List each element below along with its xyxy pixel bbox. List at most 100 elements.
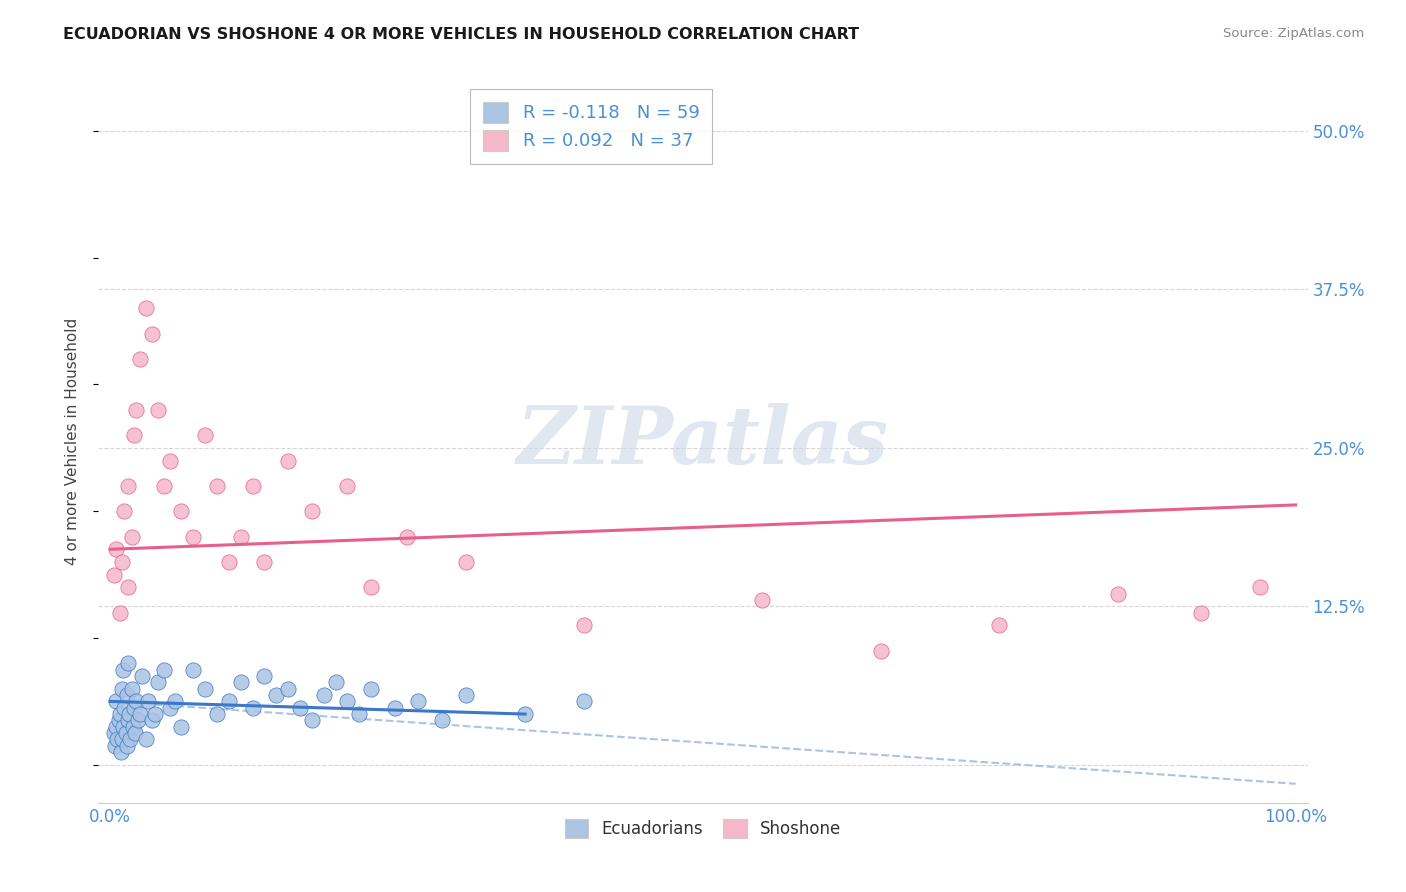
- Point: [205, 707, 228, 722]
- Point: [384, 700, 406, 714]
- Text: ZIPatlas: ZIPatlas: [517, 403, 889, 480]
- Point: [336, 694, 359, 708]
- Point: [105, 732, 128, 747]
- Point: [111, 732, 134, 747]
- Point: [112, 720, 135, 734]
- Point: [135, 301, 157, 316]
- Point: [253, 669, 276, 683]
- Point: [170, 504, 193, 518]
- Point: [751, 593, 773, 607]
- Point: [229, 530, 252, 544]
- Point: [125, 694, 148, 708]
- Point: [312, 688, 335, 702]
- Point: [242, 700, 264, 714]
- Point: [336, 479, 359, 493]
- Point: [129, 352, 152, 367]
- Point: [117, 580, 139, 594]
- Point: [395, 530, 418, 544]
- Point: [121, 681, 143, 696]
- Point: [146, 402, 169, 417]
- Point: [103, 726, 125, 740]
- Point: [108, 606, 131, 620]
- Point: [515, 707, 537, 722]
- Point: [110, 745, 132, 759]
- Point: [218, 694, 240, 708]
- Point: [136, 694, 159, 708]
- Point: [277, 453, 299, 467]
- Point: [114, 726, 136, 740]
- Point: [574, 694, 596, 708]
- Point: [135, 732, 157, 747]
- Point: [108, 707, 131, 722]
- Point: [194, 681, 217, 696]
- Point: [194, 428, 217, 442]
- Point: [111, 681, 134, 696]
- Point: [105, 720, 128, 734]
- Point: [125, 402, 148, 417]
- Point: [129, 707, 152, 722]
- Point: [869, 643, 891, 657]
- Point: [122, 428, 145, 442]
- Point: [347, 707, 370, 722]
- Y-axis label: 4 or more Vehicles in Household: 4 or more Vehicles in Household: [65, 318, 80, 566]
- Point: [277, 681, 299, 696]
- Point: [218, 555, 240, 569]
- Point: [1189, 606, 1212, 620]
- Point: [141, 714, 163, 728]
- Point: [105, 694, 128, 708]
- Point: [574, 618, 596, 632]
- Point: [111, 555, 134, 569]
- Point: [115, 688, 138, 702]
- Point: [432, 714, 454, 728]
- Point: [360, 580, 382, 594]
- Point: [143, 707, 166, 722]
- Point: [115, 739, 138, 753]
- Point: [117, 714, 139, 728]
- Point: [264, 688, 287, 702]
- Point: [117, 479, 139, 493]
- Point: [152, 663, 174, 677]
- Point: [117, 657, 139, 671]
- Point: [1249, 580, 1271, 594]
- Point: [107, 714, 129, 728]
- Point: [301, 714, 323, 728]
- Point: [121, 720, 143, 734]
- Point: [229, 675, 252, 690]
- Point: [141, 326, 163, 341]
- Point: [408, 694, 430, 708]
- Point: [170, 720, 193, 734]
- Point: [181, 663, 204, 677]
- Point: [120, 732, 142, 747]
- Point: [124, 726, 146, 740]
- Point: [127, 714, 149, 728]
- Text: ECUADORIAN VS SHOSHONE 4 OR MORE VEHICLES IN HOUSEHOLD CORRELATION CHART: ECUADORIAN VS SHOSHONE 4 OR MORE VEHICLE…: [63, 27, 859, 42]
- Point: [114, 700, 136, 714]
- Point: [181, 530, 204, 544]
- Point: [104, 739, 127, 753]
- Point: [159, 453, 181, 467]
- Point: [988, 618, 1011, 632]
- Point: [105, 542, 128, 557]
- Point: [1107, 587, 1129, 601]
- Point: [131, 669, 153, 683]
- Point: [205, 479, 228, 493]
- Point: [112, 663, 135, 677]
- Point: [242, 479, 264, 493]
- Point: [152, 479, 174, 493]
- Point: [118, 707, 141, 722]
- Text: Source: ZipAtlas.com: Source: ZipAtlas.com: [1223, 27, 1364, 40]
- Point: [165, 694, 187, 708]
- Legend: Ecuadorians, Shoshone: Ecuadorians, Shoshone: [558, 813, 848, 845]
- Point: [301, 504, 323, 518]
- Point: [288, 700, 311, 714]
- Point: [121, 530, 143, 544]
- Point: [325, 675, 347, 690]
- Point: [159, 700, 181, 714]
- Point: [146, 675, 169, 690]
- Point: [114, 504, 136, 518]
- Point: [253, 555, 276, 569]
- Point: [360, 681, 382, 696]
- Point: [103, 567, 125, 582]
- Point: [454, 555, 477, 569]
- Point: [122, 700, 145, 714]
